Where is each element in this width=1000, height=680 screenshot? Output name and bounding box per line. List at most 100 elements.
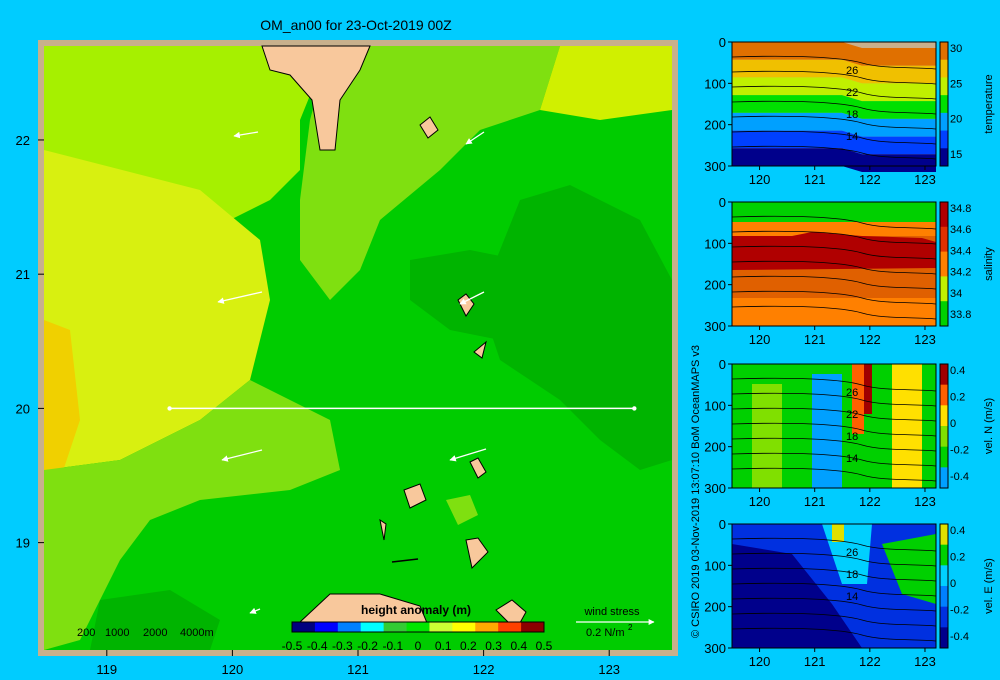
panel-y-tick-label: 100 (704, 398, 726, 413)
panel-colorbar-swatch (940, 226, 948, 253)
contour-line (731, 377, 937, 392)
panel-colorbar-tick-label: 0.2 (950, 552, 965, 564)
contour-line (731, 215, 937, 230)
panel-y-tick-label: 200 (704, 278, 726, 293)
contour-line (731, 260, 937, 275)
panel-colorbar-swatch (940, 202, 948, 228)
colorbar-swatch (498, 622, 522, 632)
contour-label: 26 (846, 547, 858, 559)
panel-x-tick-label: 122 (859, 172, 881, 187)
map-x-tick-label: 123 (598, 662, 620, 677)
colorbar-tick-label: 0.1 (435, 639, 452, 653)
map-title: OM_an00 for 23-Oct-2019 00Z (260, 17, 452, 33)
map-plot (38, 40, 678, 656)
contour-line (731, 275, 937, 290)
colorbar-swatch (475, 622, 499, 632)
veln-core (864, 364, 872, 414)
panel-colorbar-swatch (940, 544, 948, 566)
panel-x-tick-label: 120 (749, 172, 771, 187)
panel-colorbar-frame (939, 363, 949, 489)
height-anomaly-colorbar: height anomaly (m) -0.5 -0.4 -0.3 -0.2 -0.1 0… (282, 603, 553, 653)
panel-colorbar-label: vel. N (m/s) (983, 398, 995, 454)
panel-x-tick-label: 123 (914, 494, 936, 509)
contour-line (731, 85, 937, 100)
panel-x-tick-label: 122 (859, 332, 881, 347)
map-y-tick-label: 21 (16, 267, 30, 282)
panel-y-tick-label: 100 (704, 236, 726, 251)
map-x-ticks: 119 120 121 122 123 (96, 650, 620, 677)
colorbar-tick-label: -0.2 (357, 639, 378, 653)
panel-colorbar-swatch (940, 467, 948, 489)
panel-colorbar-tick-label: 0.4 (950, 365, 965, 377)
contour-line (731, 407, 937, 422)
panel-x-tick-label: 121 (804, 332, 826, 347)
panel-y-tick-label: 100 (704, 558, 726, 573)
map-x-tick-label: 120 (222, 662, 244, 677)
colorbar-tick-label: 0.3 (485, 639, 502, 653)
panel-y-tick-label: 300 (704, 319, 726, 334)
panel-x-tick-label: 122 (859, 494, 881, 509)
section-line (167, 406, 637, 411)
contour-line (731, 422, 937, 437)
panel-y-tick-label: 200 (704, 440, 726, 455)
colorbar-swatch (452, 622, 476, 632)
panel-colorbar-swatch (940, 606, 948, 628)
colorbar-tick-label: -0.4 (307, 639, 328, 653)
panel-x-tick-label: 123 (914, 332, 936, 347)
panel-colorbar-swatch (940, 59, 948, 78)
panel-colorbar-tick-label: 0 (950, 418, 956, 430)
panel-y-tick-label: 0 (719, 517, 726, 532)
panel-colorbar-frame (939, 523, 949, 649)
salinity-surface (732, 202, 936, 222)
panel-colorbar-swatch (940, 301, 948, 327)
colorbar-tick-label: 0.5 (536, 639, 553, 653)
contour-label: 18 (846, 109, 858, 121)
depth-legend-1000: 1000 (105, 627, 129, 639)
contour-label: 22 (846, 409, 858, 421)
wind-stress-exp: 2 (628, 623, 633, 632)
wind-stress-arrows (217, 131, 487, 614)
panel-colorbar-tick-label: 34.6 (950, 224, 971, 236)
contour-line (731, 437, 937, 452)
panel-colorbar-tick-label: 34.2 (950, 267, 971, 279)
contour-label: 18 (846, 569, 858, 581)
panel-colorbar-frame (939, 41, 949, 167)
panel-colorbar-swatch (940, 524, 948, 546)
contour-line (731, 452, 937, 467)
panel-colorbar-tick-label: 0 (950, 578, 956, 590)
panel-colorbar-swatch (940, 112, 948, 132)
panel-temperature: 26 22 18 14 0 100 200 300 120 121 122 123 30 25 20 15 te… (704, 35, 995, 187)
panel-y-tick-label: 0 (719, 195, 726, 210)
contour-line (731, 145, 937, 160)
panel-colorbar-tick-label: 34.4 (950, 245, 971, 257)
depth-legend-4000: 4000m (180, 627, 214, 639)
contour-line (731, 612, 937, 627)
colorbar-tick-label: -0.1 (382, 639, 403, 653)
panel-colorbar-swatch (940, 384, 948, 406)
salinity-core (732, 232, 936, 270)
map-y-tick-label: 20 (16, 401, 30, 416)
panel-y-tick-label: 300 (704, 159, 726, 174)
contour-line (731, 392, 937, 407)
contour-label: 22 (846, 87, 858, 99)
panel-x-tick-label: 120 (749, 332, 771, 347)
vele-core (832, 524, 844, 542)
panel-colorbar-tick-label: -0.4 (950, 631, 969, 643)
panel-x-tick-label: 120 (749, 654, 771, 669)
panel-colorbar-frame (939, 201, 949, 327)
contour-line (731, 582, 937, 597)
panel-colorbar-tick-label: 34 (950, 288, 962, 300)
wind-stress-legend: wind stress 0.2 N/m 2 (576, 606, 655, 639)
panel-colorbar-tick-label: -0.2 (950, 445, 969, 457)
panel-colorbar-tick-label: -0.4 (950, 471, 969, 483)
colorbar-tick-label: 0 (415, 639, 422, 653)
contour-line (731, 245, 937, 260)
panel-colorbar-tick-label: 20 (950, 114, 962, 126)
colorbar-swatch (292, 622, 316, 632)
depth-legend-2000: 2000 (143, 627, 167, 639)
temperature-band (732, 42, 936, 66)
depth-legend-200: 200 (77, 627, 95, 639)
panel-vel-e: 26 18 14 0 100 200 300 120 121 122 123 0.4 0.2 0 -0.2 -… (704, 517, 995, 669)
credit-text: © CSIRO 2019 03-Nov-2019 13:07:10 BoM Oc… (690, 345, 702, 638)
